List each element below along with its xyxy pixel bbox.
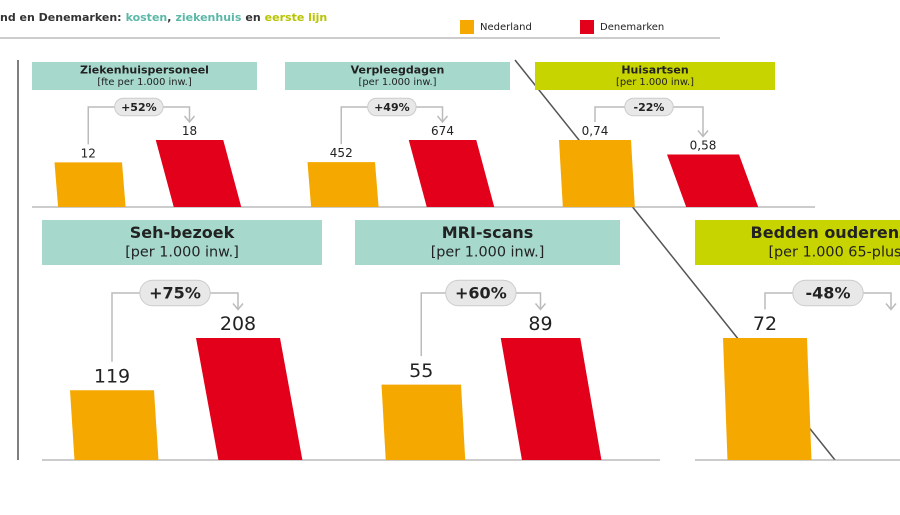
annotation: +49% [374, 101, 410, 114]
panel-header [355, 220, 620, 265]
header-part: , [167, 11, 171, 24]
panel-header [42, 220, 322, 265]
panel-title: Huisartsen [621, 63, 688, 76]
bar [559, 140, 635, 207]
arrow-head [534, 303, 547, 311]
panel-title: Verpleegdagen [351, 63, 445, 76]
header-part: eerste lijn [265, 11, 328, 24]
panel-header [535, 62, 775, 90]
arrow-head [436, 115, 449, 124]
arrow-head [885, 303, 897, 311]
panel-title: Ziekenhuispersoneel [80, 63, 209, 76]
value-label: 55 [409, 360, 433, 382]
bar [381, 384, 466, 460]
annotation-pill [367, 97, 417, 117]
bar [408, 140, 495, 207]
annotation: +52% [121, 101, 157, 114]
panel-subtitle: [per 1.000 inw.] [431, 244, 545, 260]
value-label: 0,74 [582, 124, 609, 138]
panel-header [32, 62, 257, 90]
annotation-pill [139, 279, 211, 307]
value-label: 12 [81, 146, 96, 160]
panel-title: Bedden ouderenzo [751, 223, 900, 242]
header-part: en [245, 11, 260, 24]
header-title: nd en Denemarken: kosten, ziekenhuis en eers… [0, 11, 327, 24]
bar [196, 338, 303, 460]
panel-title: Seh-bezoek [130, 223, 235, 242]
annotation: -48% [806, 284, 851, 303]
value-label: 208 [220, 313, 256, 335]
bar [723, 338, 812, 460]
panel-subtitle: [per 1.000 65-plus [768, 244, 900, 260]
annotation: +60% [455, 284, 507, 303]
value-label: 0,58 [690, 139, 717, 153]
legend-swatch [580, 20, 594, 34]
bar [500, 338, 602, 460]
annotation-pill [624, 97, 674, 117]
value-label: 72 [753, 313, 777, 335]
panel-subtitle: [per 1.000 inw.] [125, 244, 239, 260]
panel-header [285, 62, 510, 90]
legend-label: Nederland [480, 22, 532, 33]
panel-title: MRI-scans [442, 223, 534, 242]
legend-swatch [460, 20, 474, 34]
arrow-head [697, 130, 709, 138]
bar [667, 154, 759, 207]
annotation-pill [114, 97, 164, 117]
annotation: +75% [149, 284, 201, 303]
value-label: 18 [182, 124, 197, 138]
arrow-head [232, 303, 244, 311]
arrow-head [183, 115, 196, 124]
value-label: 452 [330, 146, 353, 160]
annotation-pill [445, 279, 517, 307]
annotation-pill [792, 279, 864, 307]
bar [54, 162, 126, 207]
bar [307, 162, 379, 207]
panel-subtitle: [per 1.000 inw.] [359, 77, 437, 88]
panel-header [695, 220, 900, 265]
panel-subtitle: [per 1.000 inw.] [616, 77, 694, 88]
bar [70, 390, 159, 460]
header-part: kosten [126, 11, 168, 24]
value-label: 119 [94, 365, 130, 387]
value-label: 89 [528, 313, 552, 335]
header-part: nd en Denemarken: [0, 11, 122, 24]
panel-subtitle: [fte per 1.000 inw.] [97, 77, 191, 88]
annotation: -22% [634, 101, 665, 114]
legend-label: Denemarken [600, 22, 664, 33]
value-label: 674 [431, 124, 454, 138]
bar [155, 140, 242, 207]
header-part: ziekenhuis [175, 11, 241, 24]
